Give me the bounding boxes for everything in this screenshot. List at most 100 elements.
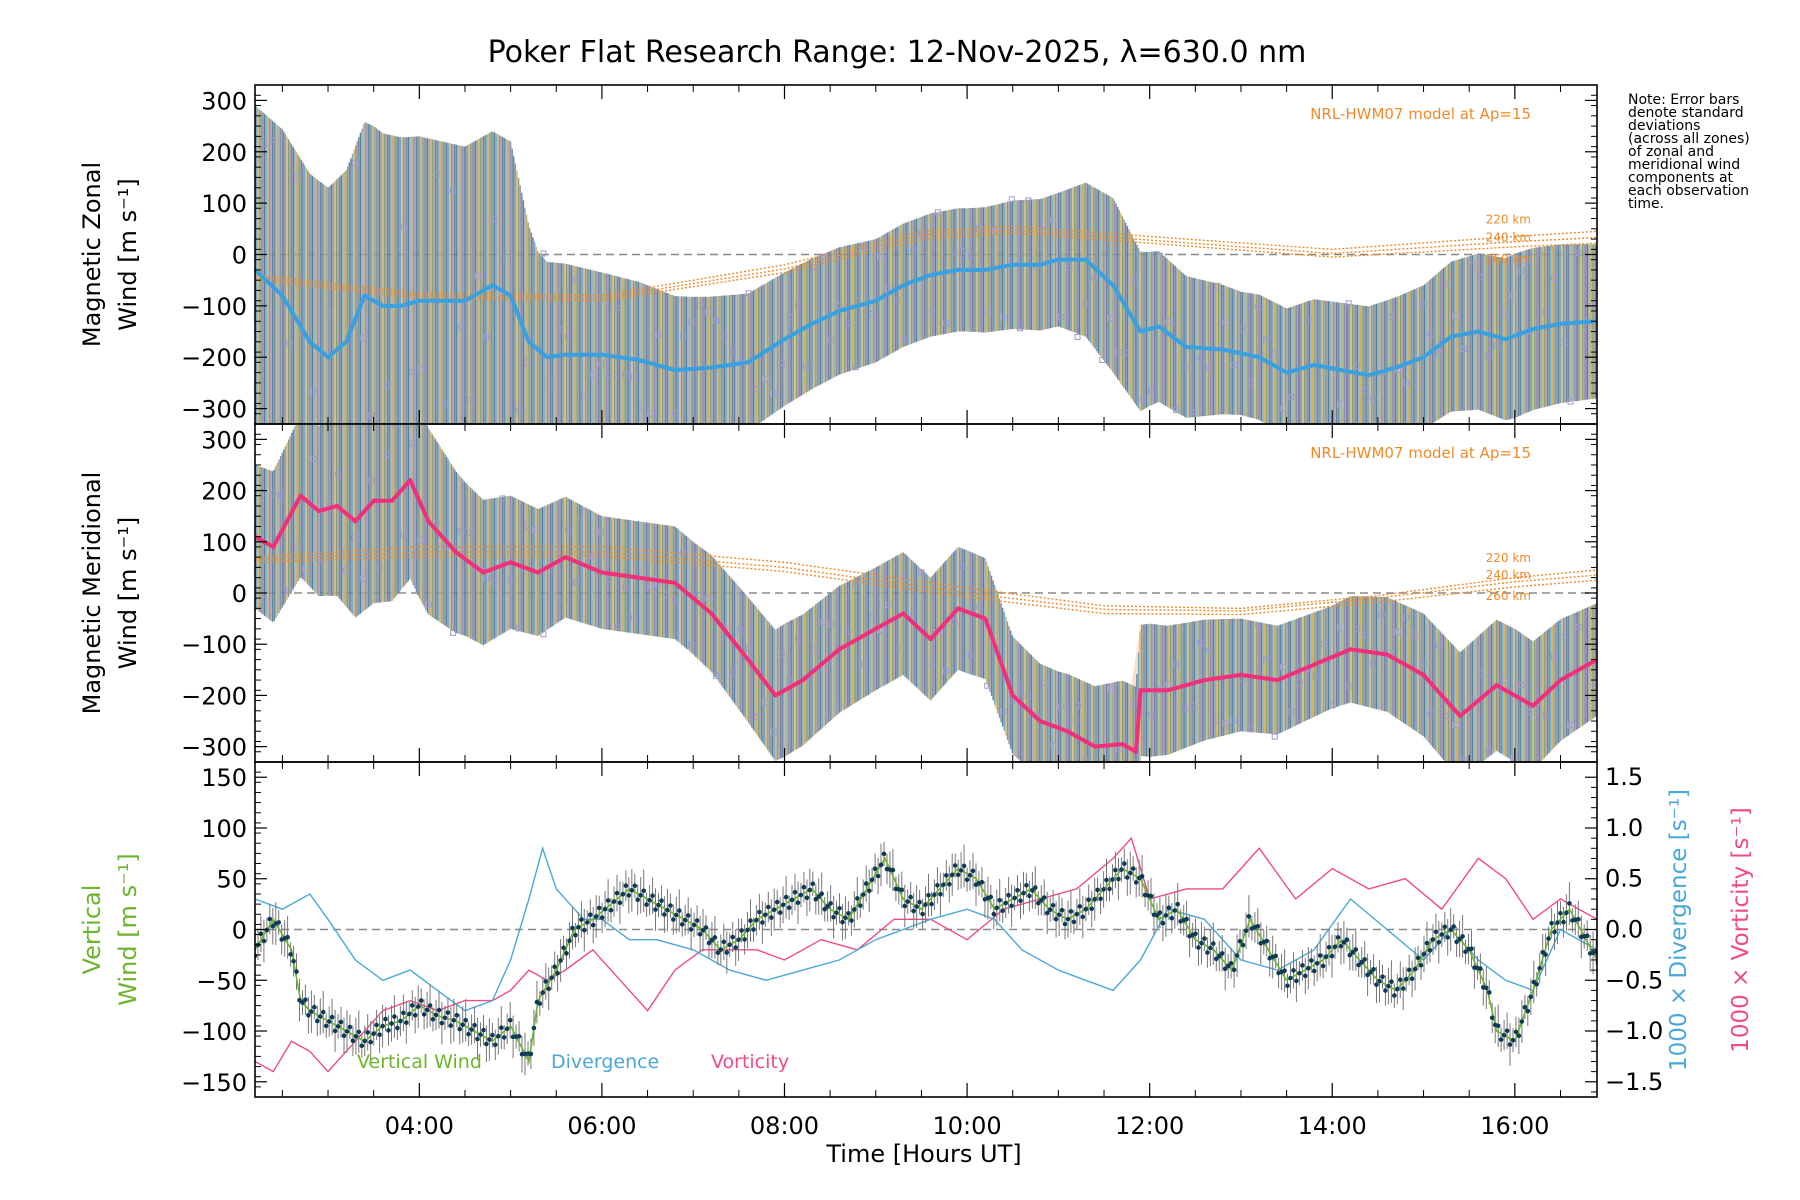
x-tick-label: 16:00	[1480, 1112, 1549, 1140]
zone-point	[762, 375, 769, 382]
vertical-wind-point	[386, 1028, 391, 1033]
vertical-wind-point	[635, 897, 640, 902]
wind-marker	[1229, 674, 1234, 679]
vertical-wind-point	[905, 899, 910, 904]
zone-point	[959, 563, 966, 570]
vertical-wind-point	[493, 1042, 498, 1048]
wind-marker	[1138, 688, 1143, 693]
wind-marker	[326, 506, 330, 511]
vertical-wind-point	[1516, 1033, 1522, 1039]
vertical-wind-point	[941, 882, 946, 888]
zone-point	[959, 247, 966, 254]
zone-point	[1074, 702, 1081, 709]
vertical-wind-point	[1047, 907, 1053, 912]
wind-marker	[1092, 266, 1097, 271]
zone-point	[869, 614, 876, 621]
wind-marker	[1563, 321, 1567, 326]
zone-point	[704, 595, 711, 602]
wind-marker	[965, 267, 970, 272]
zone-point	[285, 340, 292, 347]
vertical-wind-point	[991, 911, 997, 917]
y-tick-label: 50	[216, 866, 247, 894]
wind-marker	[663, 579, 668, 584]
wind-marker	[1193, 345, 1198, 350]
wind-marker	[1417, 670, 1421, 675]
wind-marker	[353, 316, 358, 321]
zone-point	[1370, 660, 1377, 667]
vertical-wind-point	[1356, 962, 1361, 968]
vertical-wind-point	[1403, 976, 1409, 982]
vertical-wind-point	[697, 932, 703, 937]
zone-point	[1313, 427, 1318, 432]
wind-marker	[919, 276, 924, 281]
y-tick-label: −300	[181, 734, 247, 762]
zone-point	[1510, 754, 1516, 761]
wind-marker	[467, 296, 472, 301]
wind-marker	[960, 267, 965, 272]
wind-marker	[1375, 651, 1380, 656]
vertical-wind-point	[1003, 900, 1008, 906]
wind-marker	[1079, 257, 1084, 262]
wind-marker	[937, 626, 942, 631]
vertical-wind-point	[947, 882, 952, 887]
vertical-wind-point	[807, 887, 813, 893]
wind-marker	[1490, 333, 1494, 338]
vertical-wind-point	[763, 912, 768, 918]
wind-marker	[796, 329, 801, 334]
wind-marker	[435, 529, 440, 534]
wind-marker	[303, 497, 308, 502]
vertical-wind-point	[1513, 1029, 1519, 1035]
vertical-wind-point	[1036, 900, 1041, 906]
vertical-wind-point	[320, 1009, 326, 1015]
zone-point	[737, 626, 744, 633]
vertical-wind-point	[1092, 897, 1097, 902]
wind-marker	[1389, 366, 1394, 371]
zone-point	[671, 597, 678, 604]
vertical-wind-point	[1362, 957, 1367, 962]
wind-marker	[1357, 371, 1362, 376]
zone-point	[1322, 431, 1327, 436]
zone-point	[1017, 325, 1023, 332]
vertical-wind-point	[323, 1023, 329, 1029]
wind-marker	[294, 502, 299, 507]
vertical-wind-point	[1368, 969, 1373, 975]
wind-marker	[408, 478, 413, 483]
zone-point	[1107, 685, 1114, 692]
vertical-wind-point	[1059, 907, 1065, 913]
model-altitude-label: 220 km	[1486, 551, 1531, 565]
wind-marker	[969, 267, 974, 272]
wind-marker	[773, 693, 778, 698]
vertical-wind-point	[611, 899, 617, 904]
vertical-wind-point	[1400, 986, 1406, 991]
wind-marker	[1567, 321, 1572, 326]
vertical-wind-point	[1294, 978, 1299, 984]
zone-point	[1025, 197, 1032, 204]
wind-marker	[1051, 724, 1056, 729]
vertical-wind-point	[602, 906, 608, 912]
wind-marker	[764, 681, 769, 686]
zone-point	[1559, 634, 1566, 641]
vertical-wind-point	[1107, 886, 1112, 892]
wind-marker	[1074, 257, 1079, 262]
vertical-wind-point	[997, 897, 1002, 903]
vertical-wind-point	[878, 862, 884, 868]
zone-point	[828, 337, 835, 344]
wind-marker	[1348, 647, 1353, 652]
vertical-wind-point	[1282, 968, 1287, 973]
vertical-wind-point	[588, 912, 593, 917]
zone-point	[696, 592, 703, 598]
wind-marker	[1129, 314, 1134, 319]
wind-marker	[339, 343, 344, 348]
wind-marker	[1453, 708, 1458, 713]
wind-marker	[1152, 688, 1157, 693]
vertical-wind-point	[1202, 936, 1207, 941]
wind-marker	[1585, 319, 1590, 324]
wind-marker	[1544, 690, 1549, 695]
vertical-wind-point	[1219, 951, 1225, 956]
wind-marker	[1467, 706, 1472, 711]
wind-marker	[1590, 660, 1595, 665]
wind-marker	[1366, 649, 1371, 654]
vertical-wind-point	[638, 892, 643, 898]
wind-marker	[508, 560, 513, 565]
wind-marker	[709, 365, 714, 370]
